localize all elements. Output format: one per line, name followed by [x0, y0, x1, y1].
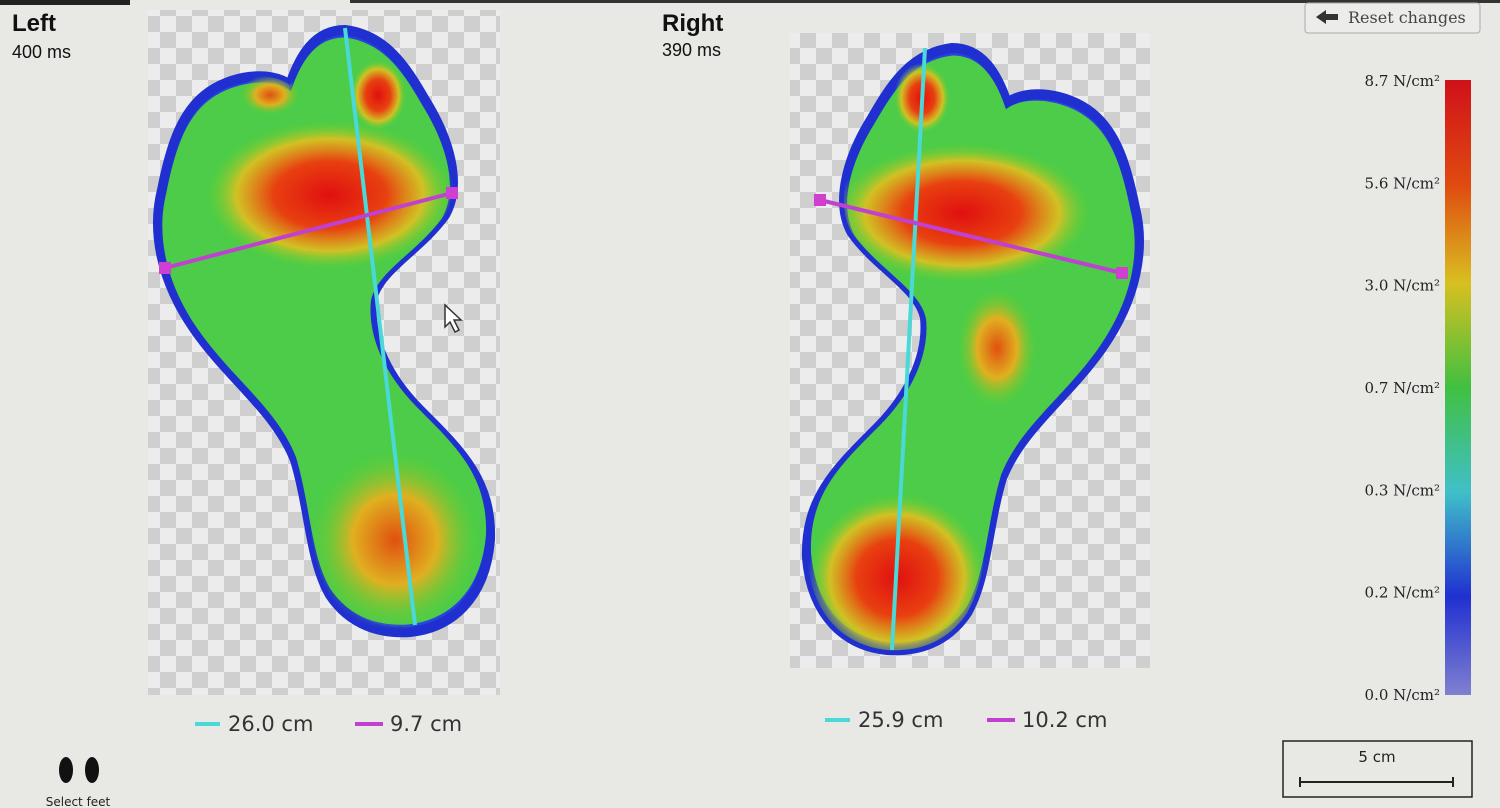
scale-value-label: 3.0 N/cm² — [1365, 277, 1440, 295]
handle[interactable] — [1116, 267, 1128, 279]
color-scale-labels: 8.7 N/cm² 5.6 N/cm² 3.0 N/cm² 0.7 N/cm² 0.3 … — [1365, 72, 1440, 704]
scale-value-label: 0.0 N/cm² — [1365, 686, 1440, 704]
foot-icon[interactable] — [85, 757, 99, 783]
left-title: Left — [12, 10, 56, 37]
width-line — [164, 191, 453, 270]
handle[interactable] — [814, 194, 826, 206]
scale-box — [1282, 740, 1473, 798]
back-arrow-icon[interactable] — [1316, 10, 1338, 24]
handle[interactable] — [159, 262, 171, 274]
left-width: 9.7 cm — [390, 712, 462, 736]
scale-value-label: 8.7 N/cm² — [1365, 72, 1440, 90]
length-line — [890, 47, 927, 651]
button-frame[interactable] — [1304, 2, 1481, 34]
scale-value-label: 0.7 N/cm² — [1365, 379, 1440, 397]
scale-label: 5 cm — [1358, 748, 1395, 766]
reset-label[interactable]: Reset changes — [1348, 8, 1466, 27]
width-line — [819, 198, 1123, 275]
scale-value-label: 0.2 N/cm² — [1365, 584, 1440, 602]
right-width: 10.2 cm — [1022, 708, 1107, 732]
select-feet-label[interactable]: Select feet — [46, 795, 111, 808]
foot-icon[interactable] — [59, 757, 73, 783]
reset-button[interactable]: Reset changes — [1304, 2, 1481, 34]
mouse-cursor — [444, 303, 463, 334]
right-duration: 390 ms — [662, 40, 721, 60]
pressure-zones — [205, 60, 480, 630]
right-foot-map — [790, 33, 1150, 668]
left-length: 26.0 cm — [228, 712, 313, 736]
left-duration: 400 ms — [12, 42, 71, 62]
length-line — [343, 27, 417, 626]
right-title: Right — [662, 10, 723, 37]
handle[interactable] — [446, 187, 458, 199]
tab-indicator — [0, 0, 130, 5]
right-length: 25.9 cm — [858, 708, 943, 732]
select-feet-button[interactable]: Select feet — [46, 757, 111, 808]
scale-value-label: 0.3 N/cm² — [1365, 481, 1440, 499]
left-foot-map — [148, 10, 500, 695]
scale-value-label: 5.6 N/cm² — [1365, 174, 1440, 192]
top-border — [350, 0, 1500, 3]
color-scale-bar — [1445, 80, 1471, 695]
